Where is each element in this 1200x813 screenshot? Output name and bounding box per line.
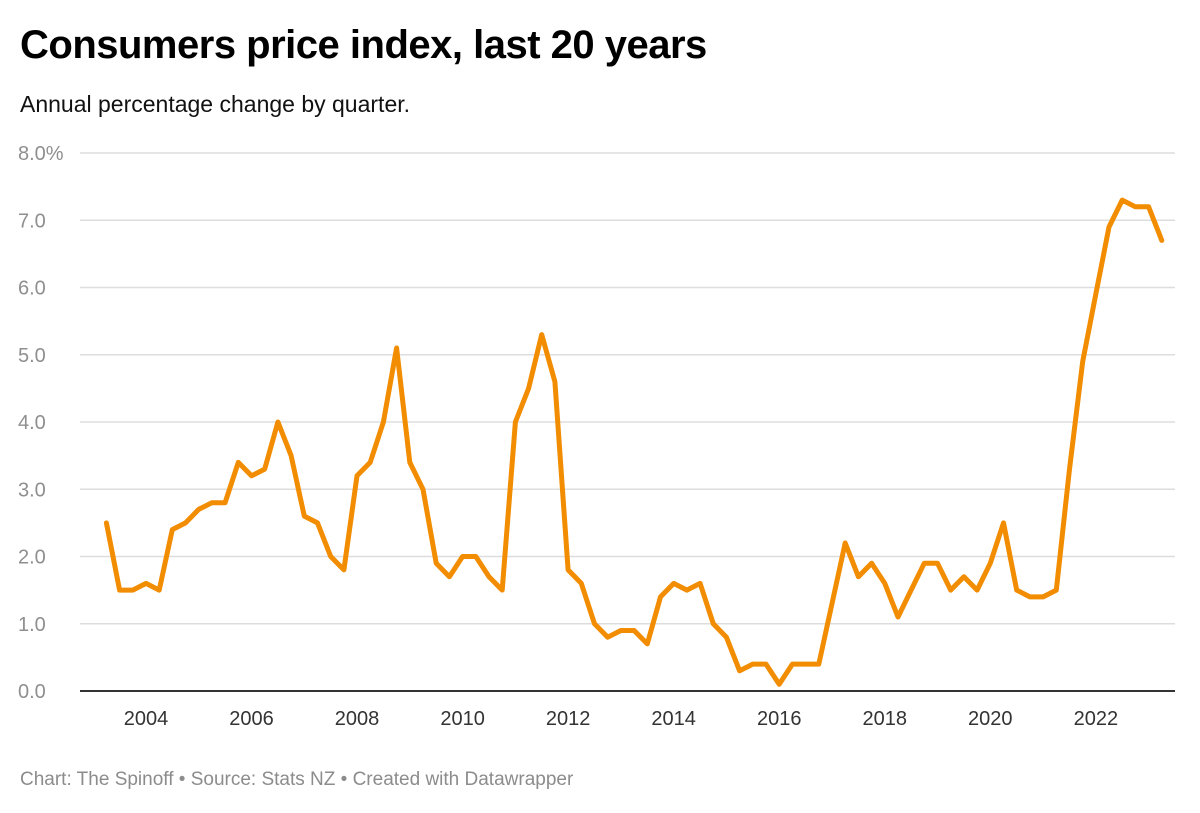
y-tick-label: 8.0% [18,143,64,165]
y-tick-label: 0.0 [18,681,46,703]
line-chart: 0.01.02.03.04.05.06.07.08.0% 2004 2006 200… [18,143,1175,730]
x-tick-labels: 2004 2006 2008 2010 2012 2014 2016 2018 2020 2022 [124,708,1118,730]
series-lines [103,197,1165,687]
x-tick-label: 2018 [863,708,908,730]
series-line-cpi [103,197,1165,687]
chart-subtitle: Annual percentage change by quarter. [20,91,411,117]
y-tick-label: 2.0 [18,547,46,569]
y-tick-label: 6.0 [18,278,46,300]
chart-title: Consumers price index, last 20 years [20,23,707,67]
y-gridlines [80,152,1175,625]
x-tick-label: 2008 [335,708,380,730]
y-tick-label: 3.0 [18,479,46,501]
x-tick-label: 2014 [651,708,696,730]
x-tick-label: 2004 [124,708,169,730]
y-tick-label: 5.0 [18,345,46,367]
x-tick-label: 2020 [968,708,1013,730]
x-tick-label: 2006 [229,708,274,730]
x-tick-label: 2016 [757,708,802,730]
y-tick-label: 1.0 [18,614,46,636]
x-tick-label: 2022 [1074,708,1119,730]
y-tick-label: 4.0 [18,412,46,434]
chart-credit: Chart: The Spinoff • Source: Stats NZ • … [20,769,574,790]
x-tick-label: 2010 [440,708,485,730]
x-tick-label: 2012 [546,708,591,730]
y-tick-labels: 0.0 1.0 2.0 3.0 4.0 5.0 6.0 7.0 8.0% [18,143,64,703]
y-tick-label: 7.0 [18,210,46,232]
